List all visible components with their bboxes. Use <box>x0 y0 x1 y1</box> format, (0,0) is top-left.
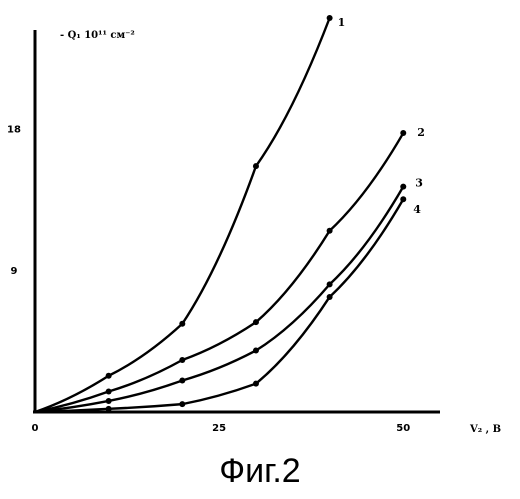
y-axis-label: - Q₁ 10¹¹ см⁻² <box>60 30 135 41</box>
series-4: 4 <box>35 196 421 412</box>
data-point <box>179 401 185 407</box>
x-tick-label: 0 <box>32 423 39 434</box>
data-point <box>179 377 185 383</box>
data-point <box>106 373 112 379</box>
data-point <box>253 163 259 169</box>
data-point <box>327 228 333 234</box>
series-group: 1 2 3 4 <box>35 15 425 412</box>
data-point <box>106 398 112 404</box>
axes <box>33 30 440 413</box>
series-label: 3 <box>415 177 423 190</box>
data-point <box>327 281 333 287</box>
series-3: 3 <box>35 177 423 412</box>
series-line <box>35 187 403 412</box>
data-point <box>106 389 112 395</box>
y-tick-label: 18 <box>7 124 21 135</box>
chart: - Q₁ 10¹¹ см⁻² V₂ , B 0 25 50 9 18 1 2 3 4 <box>0 0 520 450</box>
data-point <box>400 196 406 202</box>
figure-caption: Фиг.2 <box>0 452 520 491</box>
data-point <box>400 184 406 190</box>
series-label: 1 <box>338 16 346 29</box>
data-point <box>253 381 259 387</box>
x-tick-label: 25 <box>212 423 226 434</box>
x-tick-label: 50 <box>396 423 410 434</box>
data-point <box>179 357 185 363</box>
data-point <box>327 294 333 300</box>
data-point <box>253 319 259 325</box>
series-label: 4 <box>413 203 421 216</box>
series-line <box>35 133 403 412</box>
series-line <box>35 18 330 412</box>
data-point <box>253 348 259 354</box>
data-point <box>179 321 185 327</box>
series-1: 1 <box>35 15 345 412</box>
series-label: 2 <box>417 126 425 139</box>
series-line <box>35 199 403 412</box>
y-tick-label: 9 <box>11 266 18 277</box>
data-point <box>106 406 112 412</box>
x-axis-label: V₂ , B <box>469 424 501 435</box>
data-point <box>400 130 406 136</box>
series-2: 2 <box>35 126 425 412</box>
data-point <box>327 15 333 21</box>
